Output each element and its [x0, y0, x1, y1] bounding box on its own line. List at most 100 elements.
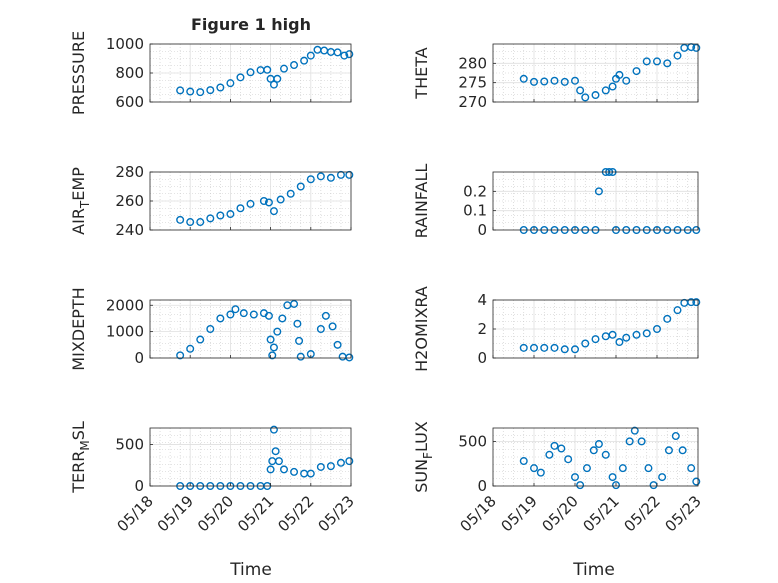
axes-box [492, 171, 699, 231]
data-point [226, 310, 235, 319]
y-tick-label: 2 [477, 320, 487, 338]
subplot-2: 240 260 280 AIRTEMP [69, 163, 354, 239]
data-point [637, 437, 646, 446]
data-point [176, 215, 185, 224]
data-point [519, 343, 528, 352]
data-point [290, 61, 299, 70]
y-tick-label: 280 [115, 163, 144, 181]
data-point [328, 322, 337, 331]
data-point [530, 77, 539, 86]
data-point [642, 57, 651, 66]
data-point [269, 207, 278, 216]
data-point [632, 67, 641, 76]
y-axis-label: SUNFLUX [412, 421, 435, 493]
data-point [186, 87, 195, 96]
y-tick-label: 600 [115, 93, 144, 111]
data-point [336, 458, 345, 467]
data-point [550, 76, 559, 85]
data-point [625, 437, 634, 446]
y-tick-label: 240 [115, 221, 144, 239]
data-point [664, 446, 673, 455]
data-point [316, 462, 325, 471]
y-axis-label: TERRMSL [69, 421, 92, 494]
data-point [671, 432, 680, 441]
y-axis-label: PRESSURE [69, 31, 88, 115]
axes-box [492, 43, 699, 103]
data-point [530, 464, 539, 473]
data-point [644, 464, 653, 473]
data-point [269, 425, 278, 434]
data-point [206, 86, 215, 95]
data-point [273, 74, 282, 83]
data-point [236, 204, 245, 213]
y-tick-label: 260 [115, 192, 144, 210]
axes-box [492, 427, 699, 487]
figure-title: Figure 1 high [191, 15, 311, 34]
data-point [345, 170, 354, 179]
data-point [687, 464, 696, 473]
data-point [300, 56, 309, 65]
data-point [176, 86, 185, 95]
y-tick-label: 0.1 [463, 202, 487, 220]
data-point [571, 76, 580, 85]
data-point [536, 468, 545, 477]
data-point [345, 353, 354, 362]
data-point [316, 325, 325, 334]
subplot-5: 0 2 4 H2OMIXRA [412, 286, 701, 372]
data-point [591, 335, 600, 344]
data-point [692, 477, 701, 486]
y-tick-label: 500 [458, 432, 487, 450]
data-point [571, 473, 580, 482]
y-tick-label: 4 [477, 291, 487, 309]
data-point [186, 344, 195, 353]
data-point [615, 70, 624, 79]
data-point [216, 211, 225, 220]
data-point [663, 314, 672, 323]
data-point [594, 440, 603, 449]
y-axis-label: MIXDEPTH [69, 287, 88, 370]
data-point [336, 170, 345, 179]
data-point [557, 444, 566, 453]
data-point [206, 214, 215, 223]
data-point [687, 298, 696, 307]
data-point [673, 51, 682, 60]
y-tick-label: 280 [458, 54, 487, 72]
data-point [196, 218, 205, 227]
data-point [340, 51, 349, 60]
data-point [216, 83, 225, 92]
data-point [594, 187, 603, 196]
data-point [345, 50, 354, 59]
data-point [663, 59, 672, 68]
data-point [622, 333, 631, 342]
data-point [576, 86, 585, 95]
data-point [692, 43, 701, 52]
y-axis-label: H2OMIXRA [412, 286, 431, 372]
data-point [231, 305, 240, 314]
data-point [295, 336, 304, 345]
data-point [290, 467, 299, 476]
data-point [236, 73, 245, 82]
data-point [276, 195, 285, 204]
data-point [264, 311, 273, 320]
data-point [290, 299, 299, 308]
data-point [630, 426, 639, 435]
data-point [306, 469, 315, 478]
x-axis-label-right: Time [572, 560, 615, 580]
data-point [530, 343, 539, 352]
data-point [273, 327, 282, 336]
data-point [226, 210, 235, 219]
data-point [333, 340, 342, 349]
data-point [540, 77, 549, 86]
data-point [206, 325, 215, 334]
data-point [545, 450, 554, 459]
data-point [306, 51, 315, 60]
data-point [550, 441, 559, 450]
y-tick-label: 1000 [106, 323, 144, 341]
x-axis-label-left: Time [229, 560, 272, 580]
data-point [266, 465, 275, 474]
data-point [550, 343, 559, 352]
data-point [642, 329, 651, 338]
data-point [582, 464, 591, 473]
